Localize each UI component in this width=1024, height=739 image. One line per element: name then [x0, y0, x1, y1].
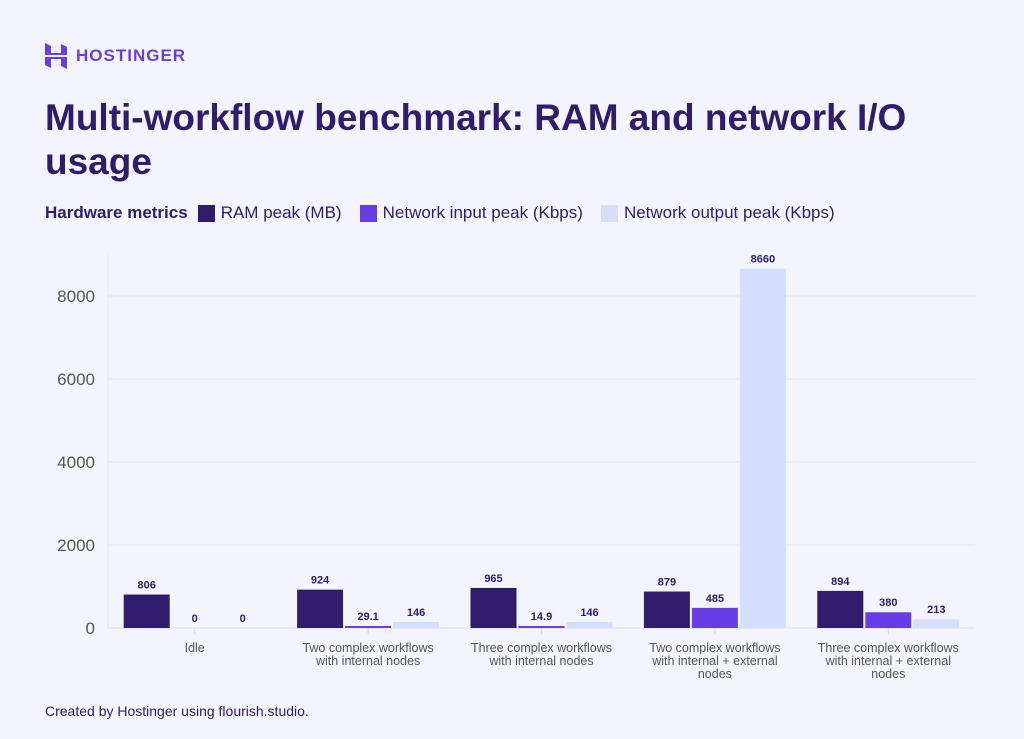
x-tick-label: with internal nodes — [488, 654, 593, 668]
x-tick-label: nodes — [871, 667, 905, 681]
y-tick-label: 6000 — [57, 370, 95, 389]
bar[interactable] — [643, 591, 690, 628]
legend-item-net-out[interactable]: Network output peak (Kbps) — [600, 203, 835, 223]
data-label: 8660 — [751, 254, 775, 266]
data-label: 0 — [192, 613, 198, 625]
legend-item-ram[interactable]: RAM peak (MB) — [197, 203, 342, 223]
legend-label: Network output peak (Kbps) — [623, 203, 835, 222]
bar[interactable] — [691, 607, 738, 628]
x-tick-label: with internal + external — [651, 654, 777, 668]
bar[interactable] — [566, 621, 613, 628]
brand-logo: HOSTINGER — [45, 43, 186, 69]
bar[interactable] — [865, 612, 912, 628]
data-label: 0 — [240, 613, 246, 625]
legend-swatch — [197, 204, 215, 222]
bar[interactable] — [393, 621, 440, 628]
legend-item-net-in[interactable]: Network input peak (Kbps) — [359, 203, 583, 223]
x-tick-label: Three complex workflows — [471, 641, 612, 655]
data-label: 29.1 — [357, 611, 378, 623]
data-label: 806 — [138, 580, 156, 592]
data-label: 146 — [580, 607, 598, 619]
x-tick-label: Two complex workflows — [649, 641, 780, 655]
bar[interactable] — [123, 594, 170, 628]
y-tick-label: 0 — [86, 619, 95, 638]
x-tick-label: with internal + external — [825, 654, 951, 668]
legend-label: Network input peak (Kbps) — [382, 203, 583, 222]
footer-credit[interactable]: Created by Hostinger using flourish.stud… — [45, 703, 309, 719]
y-tick-label: 4000 — [57, 453, 95, 472]
data-label: 380 — [879, 597, 897, 609]
data-label: 924 — [311, 575, 330, 587]
data-label: 14.9 — [531, 611, 552, 623]
data-label: 213 — [927, 604, 945, 616]
brand-name: HOSTINGER — [76, 46, 187, 65]
x-tick-label: Idle — [185, 641, 205, 655]
hostinger-logo-icon — [45, 43, 67, 69]
data-label: 965 — [484, 573, 502, 585]
y-tick-label: 8000 — [57, 287, 95, 306]
bar[interactable] — [739, 268, 786, 628]
y-tick-label: 2000 — [57, 536, 95, 555]
bar[interactable] — [817, 590, 864, 628]
data-label: 146 — [407, 607, 425, 619]
bar[interactable] — [913, 619, 960, 628]
x-tick-label: Two complex workflows — [302, 641, 433, 655]
data-label: 879 — [658, 577, 676, 589]
legend-swatch — [600, 204, 618, 222]
legend-swatch — [359, 204, 377, 222]
data-label: 485 — [706, 593, 724, 605]
x-tick-label: with internal nodes — [315, 654, 420, 668]
bar[interactable] — [297, 589, 344, 628]
x-tick-label: nodes — [698, 667, 732, 681]
legend-title: Hardware metrics — [45, 203, 188, 222]
bar[interactable] — [518, 626, 565, 628]
x-tick-label: Three complex workflows — [818, 641, 959, 655]
bar[interactable] — [470, 587, 517, 628]
data-label: 894 — [831, 576, 850, 588]
bar[interactable] — [345, 626, 392, 628]
legend-label: RAM peak (MB) — [220, 203, 342, 222]
chart-title: Multi-workflow benchmark: RAM and networ… — [45, 97, 907, 182]
legend: Hardware metrics RAM peak (MB) Network i… — [45, 203, 853, 223]
